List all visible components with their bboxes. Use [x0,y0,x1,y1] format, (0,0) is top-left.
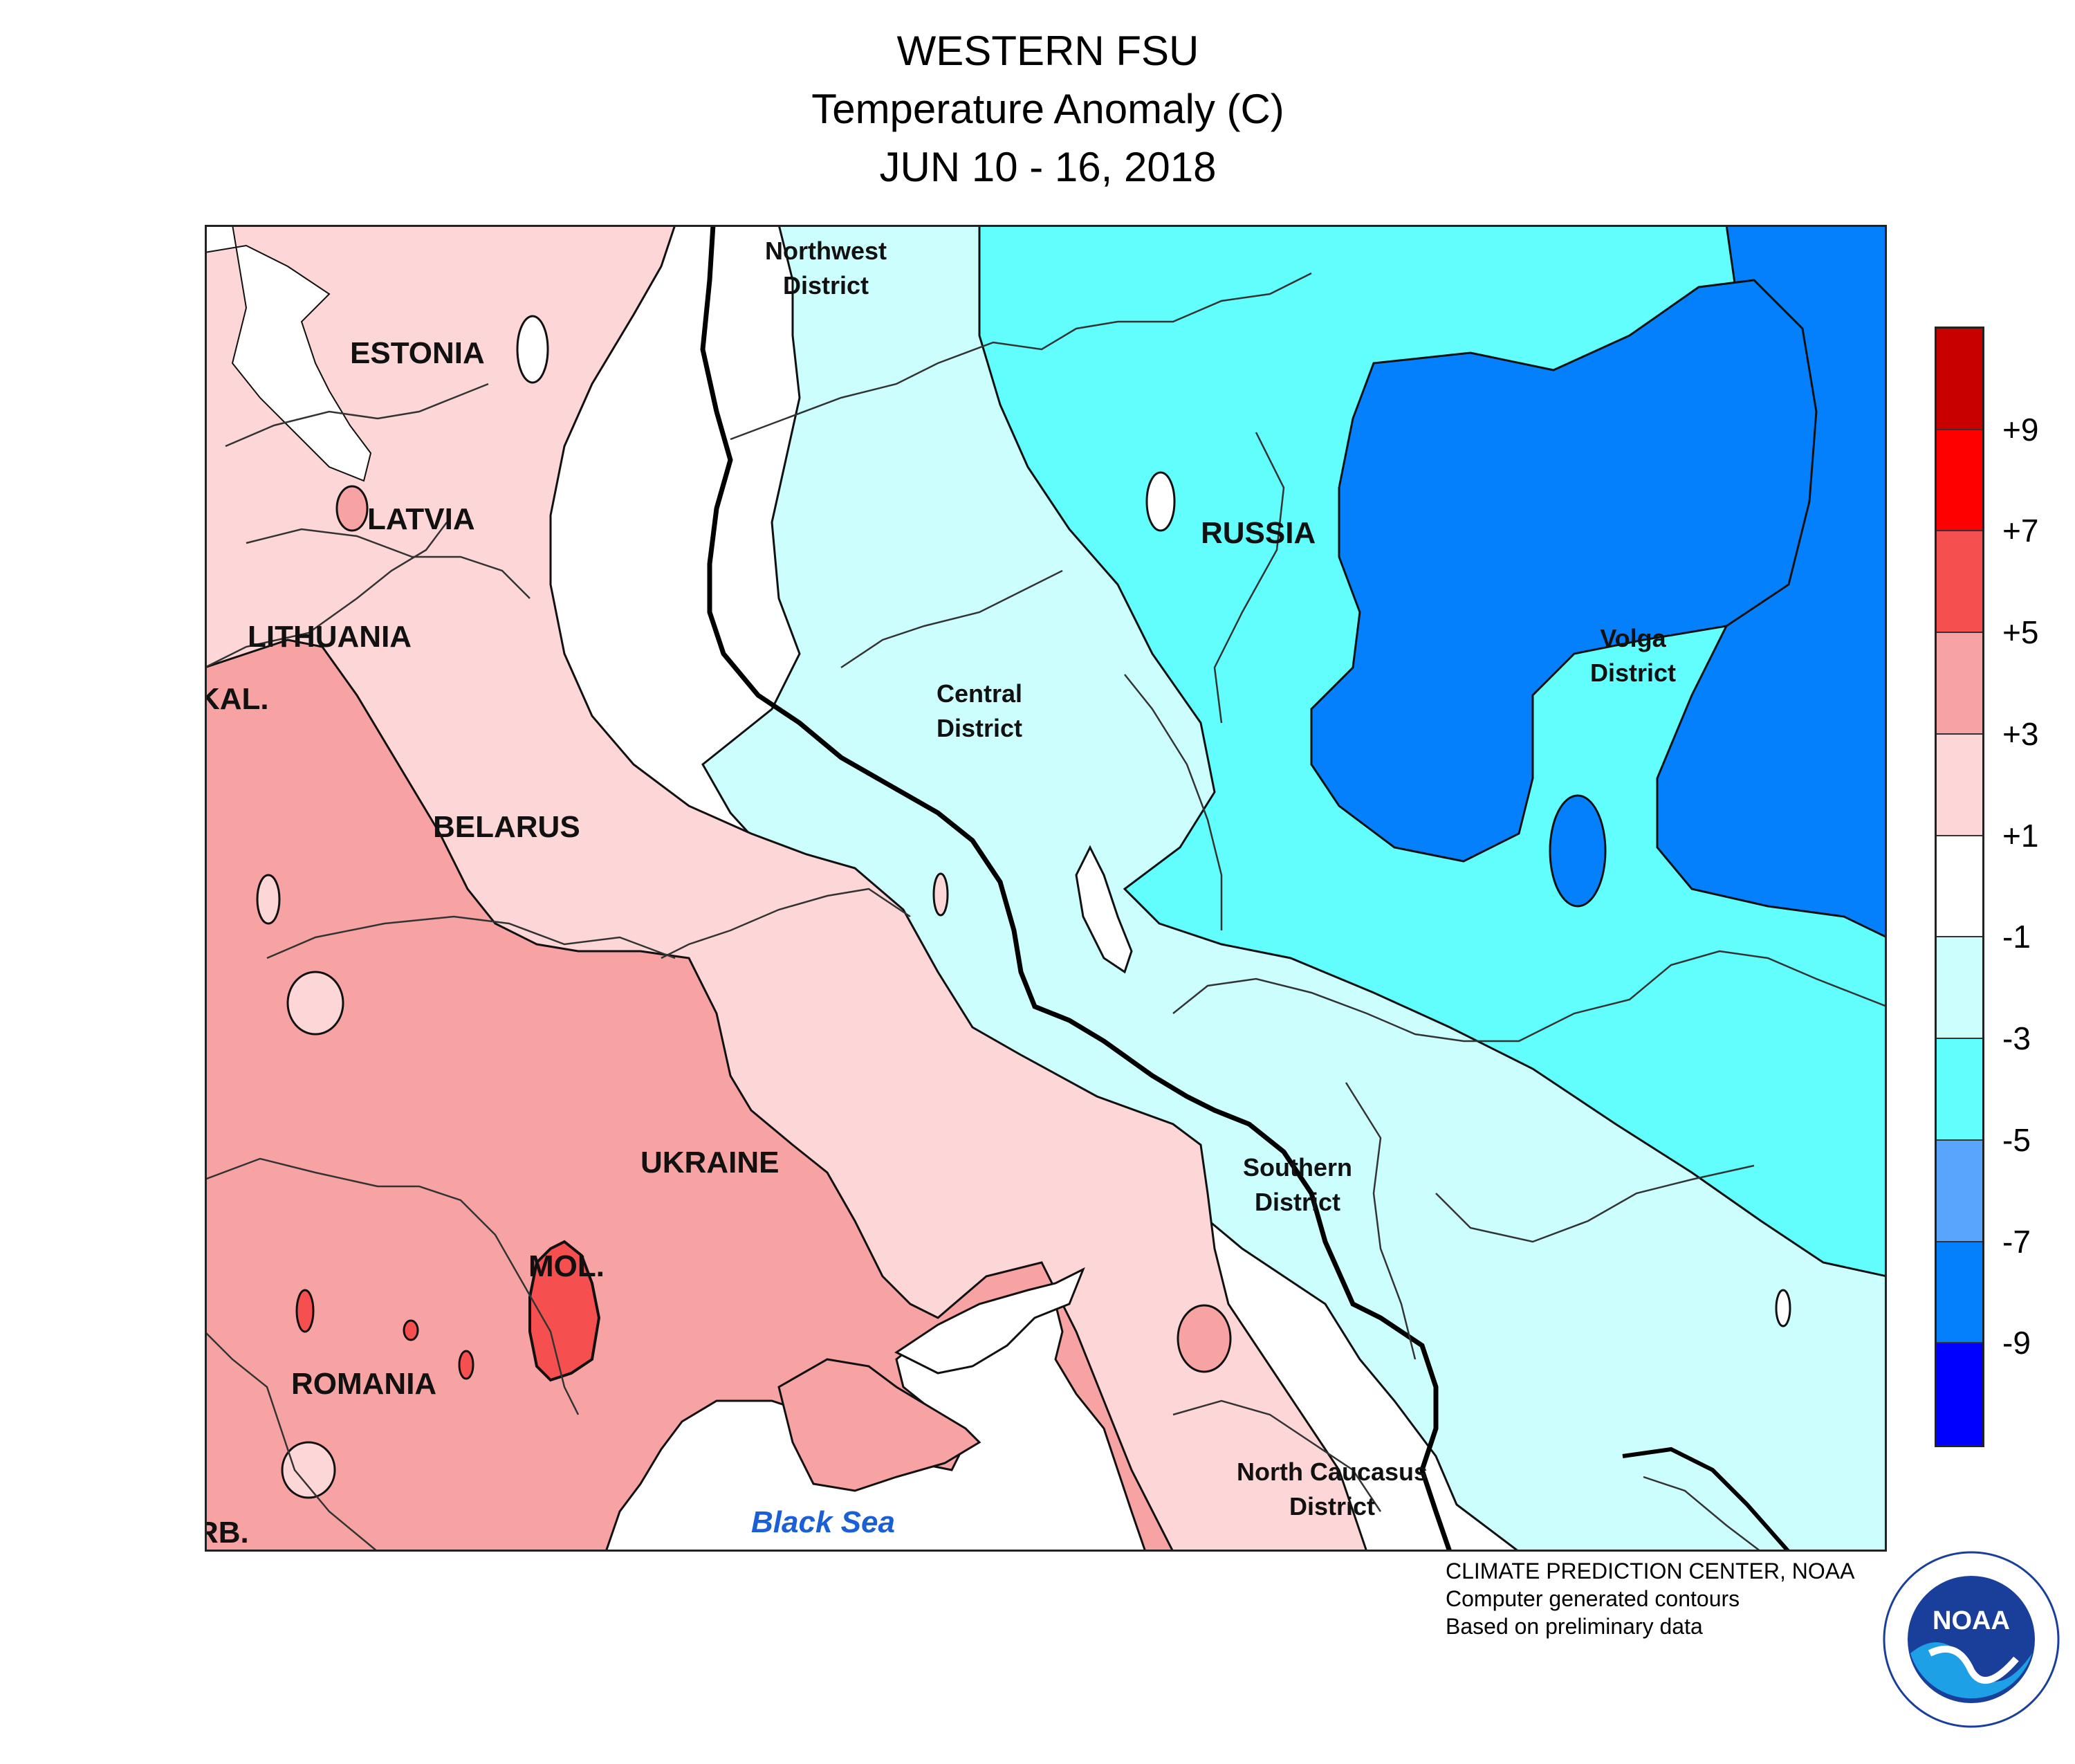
legend-swatch [1937,1242,1982,1344]
legend-swatch [1937,633,1982,735]
legend-swatch [1937,1039,1982,1141]
country-borders [205,272,1887,1552]
label-northwest-district-line1: Northwest [765,237,887,265]
anomaly-cell-moldova-hot [528,1240,601,1382]
label-southern-district-line1: Southern [1243,1153,1352,1182]
anomaly-cell-light-south [1775,1289,1791,1327]
anomaly-band-plus3-to-plus5 [205,638,1174,1552]
map-date-range: JUN 10 - 16, 2018 [879,144,1217,190]
baltic-sea [205,225,372,482]
legend-tick-label: +7 [2002,513,2039,549]
credit-line-2: Computer generated contours [1446,1586,1740,1611]
legend-tick-label: +3 [2002,715,2039,752]
anomaly-cell-central-warm [932,872,949,917]
label-volga-district-line1: Volga [1600,624,1666,652]
anomaly-cell-romania-white [281,1441,336,1499]
legend-tick-label: +1 [2002,817,2039,854]
label-black-sea: Black Sea [751,1505,895,1539]
anomaly-cell-russia-south [1177,1304,1232,1373]
credit-line-1: CLIMATE PREDICTION CENTER, NOAA [1446,1559,1855,1583]
noaa-logo-text: NOAA [1933,1606,2010,1635]
label-belarus: BELARUS [433,810,580,844]
legend-tick-label: +9 [2002,411,2039,448]
label-volga-district-line2: District [1590,659,1676,687]
legend-tick-label: -5 [2002,1121,2031,1158]
anomaly-cell-romania-3 [458,1350,474,1380]
label-central-district-line1: Central [937,679,1022,708]
label-russia: RUSSIA [1201,516,1316,550]
legend-tick-label: -3 [2002,1020,2031,1057]
anomaly-cell-latvia [335,485,369,532]
zero-anomaly-contour-east [1622,1446,1791,1552]
anomaly-cell-romania-2 [403,1319,419,1341]
noaa-logo: NOAA [1883,1551,2060,1728]
legend-swatch [1937,734,1982,836]
map-frame [205,225,1887,1552]
legend-swatch [1937,329,1982,430]
label-serbia: RB. [205,1516,249,1550]
label-latvia: LATVIA [367,502,475,536]
crimea-warm [777,1358,981,1492]
label-ncaucasus-district-line2: District [1289,1492,1375,1520]
legend-swatch [1937,937,1982,1040]
anomaly-cell-estonia-white [516,315,549,384]
anomaly-cell-poland-white [256,874,281,925]
anomaly-cell-belarus-white [286,971,344,1036]
label-ukraine: UKRAINE [640,1146,779,1179]
label-romania: ROMANIA [291,1367,436,1401]
legend-swatch [1937,1140,1982,1242]
legend-swatch [1937,430,1982,532]
legend-swatch [1937,1343,1982,1445]
azov-sea [894,1267,1085,1375]
label-lithuania: LITHUANIA [248,620,412,654]
legend-swatch [1937,531,1982,634]
zero-anomaly-contour [700,225,1452,1552]
legend-tick-label: +5 [2002,614,2039,651]
anomaly-map: ESTONIA LATVIA LITHUANIA KAL. BELARUS UK… [205,225,1887,1552]
anomaly-cell-white-central [1075,845,1133,974]
label-southern-district-line2: District [1255,1188,1340,1216]
credit-line-3: Based on preliminary data [1446,1614,1703,1639]
legend-tick-label: -9 [2002,1325,2031,1361]
legend-swatch [1937,836,1982,938]
anomaly-cell-light-central [1145,471,1176,532]
anomaly-cell-romania-1 [295,1289,315,1333]
label-central-district-line2: District [937,714,1022,742]
label-kaliningrad: KAL. [205,682,269,716]
label-estonia: ESTONIA [350,336,485,370]
map-subtitle: Temperature Anomaly (C) [811,86,1284,132]
color-legend [1935,327,1984,1447]
label-ncaucasus-district-line1: North Caucasus [1237,1458,1428,1486]
label-northwest-district-line2: District [783,271,869,300]
label-moldova: MOL. [528,1249,605,1283]
legend-tick-label: -7 [2002,1223,2031,1260]
map-title: WESTERN FSU [896,28,1199,74]
legend-tick-label: -1 [2002,919,2031,955]
anomaly-band-minus7-to-minus9-volga [1310,279,1818,863]
anomaly-cell-cold-volga [1549,794,1607,908]
